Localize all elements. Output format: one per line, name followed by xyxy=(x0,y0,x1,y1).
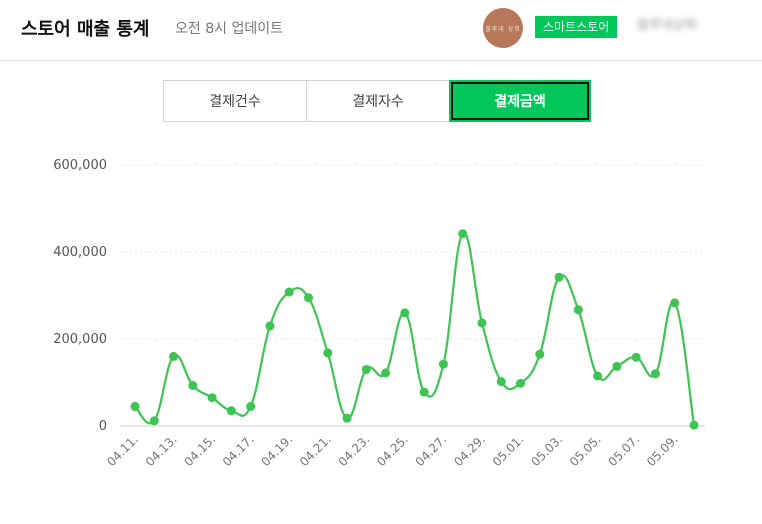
x-tick-label: 05.09. xyxy=(644,432,681,469)
x-tick-label: 05.07. xyxy=(605,432,642,469)
data-point[interactable] xyxy=(246,401,256,411)
data-point[interactable] xyxy=(265,321,275,331)
update-time-label: 오전 8시 업데이트 xyxy=(175,21,283,37)
data-point[interactable] xyxy=(477,318,487,328)
store-avatar[interactable]: 블루네 상회 xyxy=(483,8,523,48)
data-point[interactable] xyxy=(554,272,564,282)
data-point[interactable] xyxy=(496,377,506,387)
data-point[interactable] xyxy=(303,293,313,303)
data-point[interactable] xyxy=(458,229,468,239)
data-point[interactable] xyxy=(188,381,198,391)
y-tick-label: 200,000 xyxy=(53,332,107,347)
data-point[interactable] xyxy=(284,287,294,297)
data-point[interactable] xyxy=(361,364,371,374)
x-tick-label: 04.25. xyxy=(374,432,411,469)
store-name[interactable]: 블루네상회 xyxy=(637,18,697,33)
data-point[interactable] xyxy=(438,359,448,369)
y-tick-label: 0 xyxy=(99,419,107,434)
x-tick-label: 05.01. xyxy=(490,432,527,469)
data-point[interactable] xyxy=(400,308,410,318)
data-point[interactable] xyxy=(169,351,179,361)
data-point[interactable] xyxy=(342,413,352,423)
tab-payment-count[interactable]: 결제건수 xyxy=(163,80,307,122)
y-tick-label: 600,000 xyxy=(53,158,107,173)
data-point[interactable] xyxy=(670,298,680,308)
data-point[interactable] xyxy=(516,378,526,388)
x-axis: 04.11. 04.13. 04.15. 04.17. 04.19. 04.21. 04.2… xyxy=(104,432,681,469)
data-point[interactable] xyxy=(573,305,583,315)
tab-payer-count[interactable]: 결제자수 xyxy=(306,80,450,122)
y-axis: 600,000 400,000 200,000 0 xyxy=(53,158,107,434)
tab-payment-amount[interactable]: 결제금액 xyxy=(449,80,591,122)
x-tick-label: 04.17. xyxy=(220,432,257,469)
data-point[interactable] xyxy=(593,371,603,381)
data-point[interactable] xyxy=(149,416,159,426)
data-point[interactable] xyxy=(323,348,333,358)
smartstore-badge: 스마트스토어 xyxy=(535,16,618,38)
metric-tabs: 결제건수 결제자수 결제금액 xyxy=(163,80,591,122)
y-tick-label: 400,000 xyxy=(53,245,107,260)
x-tick-label: 05.05. xyxy=(567,432,604,469)
data-point[interactable] xyxy=(535,349,545,359)
x-tick-label: 05.03. xyxy=(528,432,565,469)
data-point[interactable] xyxy=(612,361,622,371)
x-tick-label: 04.29. xyxy=(451,432,488,469)
x-tick-label: 04.23. xyxy=(336,432,373,469)
data-point[interactable] xyxy=(689,420,699,430)
data-point[interactable] xyxy=(130,401,140,411)
x-tick-label: 04.19. xyxy=(258,432,295,469)
data-point[interactable] xyxy=(381,368,391,378)
x-tick-label: 04.15. xyxy=(181,432,218,469)
series-points xyxy=(130,229,699,430)
x-tick-label: 04.13. xyxy=(143,432,180,469)
series-line xyxy=(134,232,696,426)
x-tick-label: 04.27. xyxy=(413,432,450,469)
x-tick-label: 04.11. xyxy=(104,432,141,469)
data-point[interactable] xyxy=(631,352,641,362)
page-header: 스토어 매출 통계 오전 8시 업데이트 블루네 상회 스마트스토어 블루네상회 xyxy=(0,0,762,61)
data-point[interactable] xyxy=(650,369,660,379)
page-title: 스토어 매출 통계 xyxy=(21,19,150,40)
chart-grid xyxy=(120,164,705,427)
x-tick-label: 04.21. xyxy=(297,432,334,469)
data-point[interactable] xyxy=(419,387,429,397)
data-point[interactable] xyxy=(226,406,236,416)
data-point[interactable] xyxy=(207,393,217,403)
